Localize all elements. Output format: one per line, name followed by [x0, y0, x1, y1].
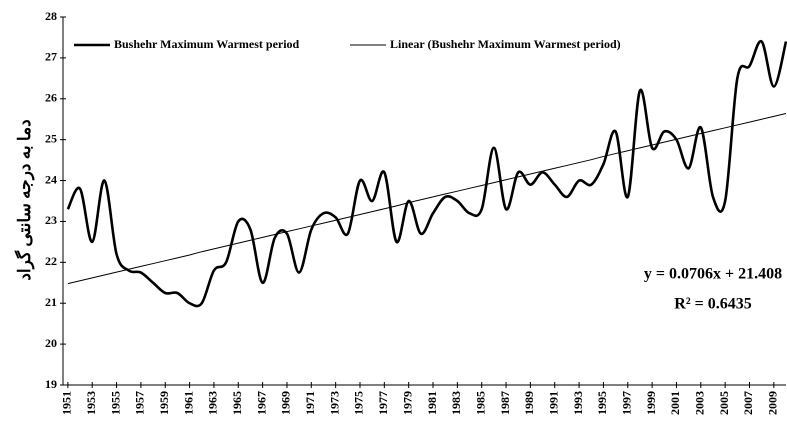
y-axis-label: دما به درجه سانتی گراد: [14, 119, 35, 280]
trend-line: [67, 113, 787, 285]
x-tick-label: 1989: [522, 391, 536, 415]
legend-label: Bushehr Maximum Warmest period: [114, 37, 300, 51]
legend-label: Linear (Bushehr Maximum Warmest period): [390, 37, 621, 51]
y-tick-label: 24: [45, 172, 57, 186]
x-tick-label: 1957: [133, 391, 147, 415]
x-tick-label: 1963: [206, 391, 220, 415]
x-tick-label: 1961: [181, 391, 195, 415]
x-tick-label: 1991: [546, 391, 560, 415]
y-tick-label: 19: [45, 377, 57, 391]
x-tick-label: 2005: [717, 391, 731, 415]
y-tick-label: 20: [45, 336, 57, 350]
x-tick-label: 2001: [668, 391, 682, 415]
r-squared: R² = 0.6435: [674, 296, 751, 313]
x-tick-label: 2003: [693, 391, 707, 415]
y-tick-label: 25: [45, 131, 57, 145]
x-tick-label: 1995: [595, 391, 609, 415]
y-tick-label: 23: [45, 213, 57, 227]
x-tick-label: 2009: [766, 391, 780, 415]
x-tick-label: 1973: [327, 391, 341, 415]
data-line: [66, 40, 787, 308]
x-tick-label: 1987: [498, 391, 512, 415]
x-tick-label: 1977: [376, 391, 390, 415]
x-tick-label: 1951: [60, 391, 74, 415]
x-tick-label: 1997: [620, 391, 634, 415]
x-tick-label: 1971: [303, 391, 317, 415]
x-tick-label: 1967: [254, 391, 268, 415]
x-tick-label: 1981: [425, 391, 439, 415]
x-tick-label: 1969: [279, 391, 293, 415]
x-tick-label: 1993: [571, 391, 585, 415]
x-tick-label: 1959: [157, 391, 171, 415]
x-tick-label: 1983: [449, 391, 463, 415]
x-tick-label: 1979: [400, 391, 414, 415]
x-tick-label: 1985: [473, 391, 487, 415]
equation: y = 0.0706x + 21.408: [644, 266, 782, 283]
y-tick-label: 21: [45, 295, 57, 309]
y-tick-label: 28: [45, 9, 57, 23]
x-tick-label: 1975: [352, 391, 366, 415]
y-tick-label: 26: [45, 91, 57, 105]
x-tick-label: 1965: [230, 391, 244, 415]
x-tick-label: 1955: [108, 391, 122, 415]
x-tick-label: 1999: [644, 391, 658, 415]
y-tick-label: 27: [45, 50, 57, 64]
x-tick-label: 2007: [741, 391, 755, 415]
x-tick-label: 1953: [84, 391, 98, 415]
y-tick-label: 22: [45, 254, 57, 268]
